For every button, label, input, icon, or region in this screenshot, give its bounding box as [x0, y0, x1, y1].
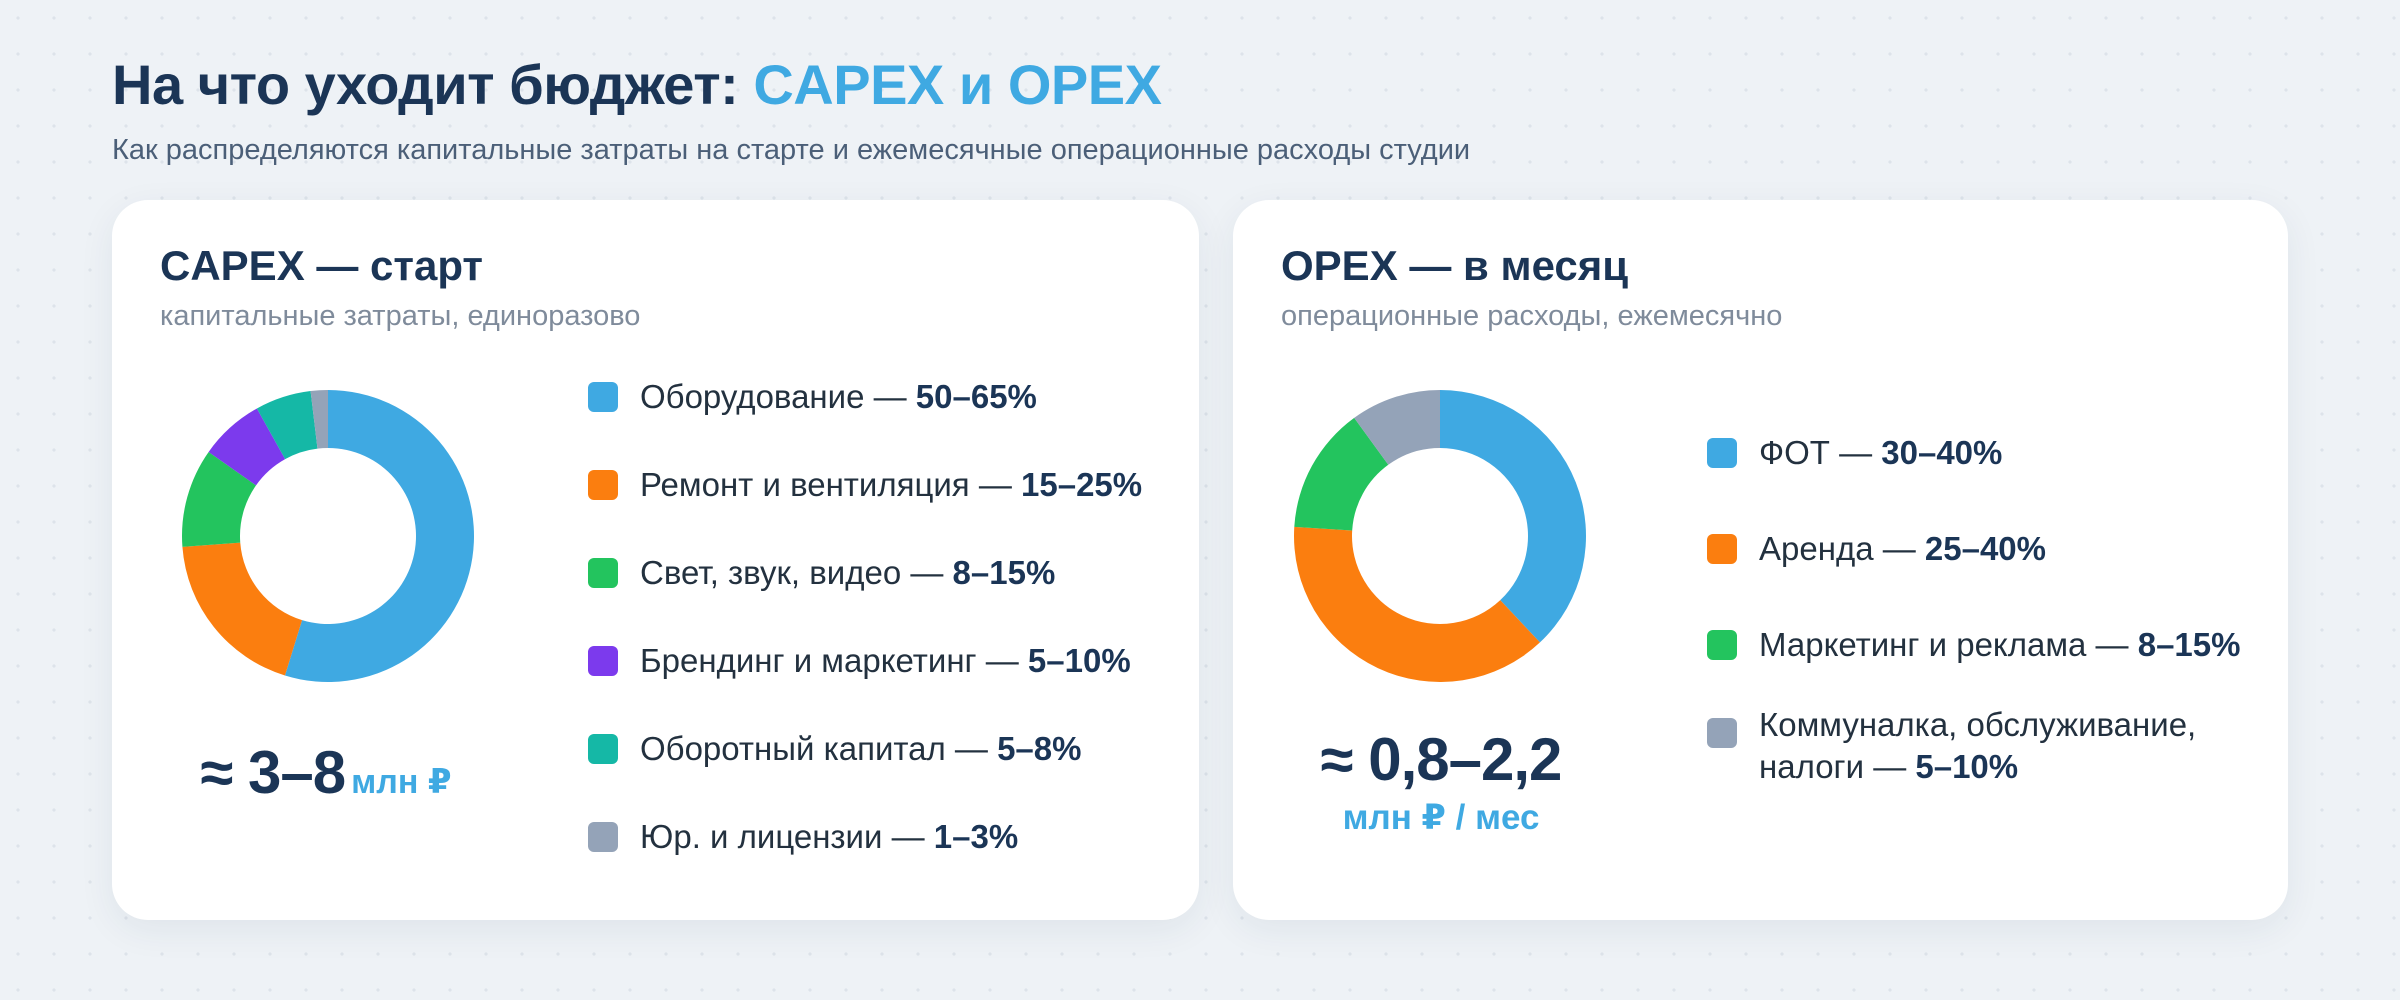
legend-text: Коммуналка, обслуживание, налоги — 5–10% [1759, 704, 2279, 788]
opex-slice-2 [1294, 526, 1540, 682]
capex-slice-6 [310, 390, 328, 449]
opex-slice-4 [1354, 390, 1440, 465]
capex-slice-2 [182, 542, 303, 676]
capex-donut-chart [182, 390, 474, 682]
page-title-accent: CAPEX и OPEX [753, 53, 1162, 116]
opex-total-unit: млн ₽ / мес [1342, 798, 1540, 837]
legend-swatch [588, 470, 618, 500]
capex-total-value: ≈ 3–8 [200, 739, 346, 806]
legend-label: ФОТ — [1759, 434, 1882, 471]
legend-swatch [588, 558, 618, 588]
legend-swatch [588, 734, 618, 764]
capex-legend-item: Оборотный капитал — 5–8% [588, 728, 1081, 770]
opex-slice-1 [1440, 390, 1586, 643]
legend-value: 5–10% [1027, 642, 1131, 679]
legend-value: 8–15% [952, 554, 1056, 591]
legend-text: Ремонт и вентиляция — 15–25% [640, 464, 1142, 506]
legend-text: Маркетинг и реклама — 8–15% [1759, 624, 2240, 666]
capex-card: CAPEX — старт капитальные затраты, едино… [112, 200, 1199, 920]
page-subtitle: Как распределяются капитальные затраты н… [112, 134, 1471, 166]
legend-value: 15–25% [1021, 466, 1143, 503]
capex-legend-item: Брендинг и маркетинг — 5–10% [588, 640, 1131, 682]
opex-legend-item: Аренда — 25–40% [1707, 528, 2046, 570]
legend-swatch [588, 382, 618, 412]
legend-value: 5–10% [1915, 748, 2019, 785]
legend-text: Свет, звук, видео — 8–15% [640, 552, 1055, 594]
capex-subtitle: капитальные затраты, единоразово [160, 300, 641, 332]
legend-label: Аренда — [1759, 530, 1925, 567]
legend-label: Маркетинг и реклама — [1759, 626, 2138, 663]
legend-label: Оборудование — [640, 378, 916, 415]
opex-legend-item: ФОТ — 30–40% [1707, 432, 2002, 474]
opex-legend-item: Маркетинг и реклама — 8–15% [1707, 624, 2240, 666]
page-title: На что уходит бюджет: CAPEX и OPEX [112, 52, 2300, 118]
legend-value: 5–8% [997, 730, 1082, 767]
legend-value: 50–65% [915, 378, 1037, 415]
legend-text: Аренда — 25–40% [1759, 528, 2046, 570]
opex-donut-chart [1294, 390, 1586, 682]
capex-slice-1 [284, 390, 474, 682]
legend-swatch [588, 822, 618, 852]
legend-value: 25–40% [1924, 530, 2046, 567]
capex-legend-item: Оборудование — 50–65% [588, 376, 1037, 418]
capex-slice-3 [182, 451, 257, 547]
legend-text: Оборотный капитал — 5–8% [640, 728, 1081, 770]
opex-subtitle: операционные расходы, ежемесячно [1281, 300, 1783, 332]
legend-label: Юр. и лицензии — [640, 818, 934, 855]
legend-swatch [1707, 534, 1737, 564]
capex-slice-4 [208, 408, 286, 486]
legend-swatch [1707, 630, 1737, 660]
legend-text: Юр. и лицензии — 1–3% [640, 816, 1018, 858]
opex-total-value: ≈ 0,8–2,2 [1320, 726, 1563, 793]
capex-total: ≈ 3–8 млн ₽ [196, 738, 456, 807]
legend-label: Брендинг и маркетинг — [640, 642, 1028, 679]
opex-title: OPEX — в месяц [1281, 242, 1629, 289]
opex-legend-item: Коммуналка, обслуживание, налоги — 5–10% [1707, 704, 2279, 788]
capex-slice-5 [256, 391, 318, 460]
capex-legend-item: Юр. и лицензии — 1–3% [588, 816, 1018, 858]
legend-swatch [1707, 438, 1737, 468]
legend-text: Брендинг и маркетинг — 5–10% [640, 640, 1131, 682]
opex-card: OPEX — в месяц операционные расходы, еже… [1233, 200, 2288, 920]
legend-value: 8–15% [2137, 626, 2241, 663]
legend-text: Оборудование — 50–65% [640, 376, 1037, 418]
capex-title: CAPEX — старт [160, 242, 483, 289]
legend-value: 30–40% [1881, 434, 2003, 471]
opex-slice-3 [1294, 417, 1389, 531]
legend-text: ФОТ — 30–40% [1759, 432, 2002, 474]
capex-legend-item: Свет, звук, видео — 8–15% [588, 552, 1055, 594]
page-header: На что уходит бюджет: CAPEX и OPEX Как р… [112, 52, 2300, 167]
page-title-main: На что уходит бюджет: [112, 53, 754, 116]
legend-label: Коммуналка, обслуживание, налоги — [1759, 706, 2197, 785]
capex-total-unit: млн ₽ [351, 763, 452, 801]
legend-value: 1–3% [933, 818, 1019, 855]
capex-legend-item: Ремонт и вентиляция — 15–25% [588, 464, 1142, 506]
legend-label: Свет, звук, видео — [640, 554, 953, 591]
legend-swatch [1707, 718, 1737, 748]
opex-total: ≈ 0,8–2,2 млн ₽ / мес [1279, 724, 1603, 840]
legend-swatch [588, 646, 618, 676]
legend-label: Оборотный капитал — [640, 730, 998, 767]
legend-label: Ремонт и вентиляция — [640, 466, 1022, 503]
